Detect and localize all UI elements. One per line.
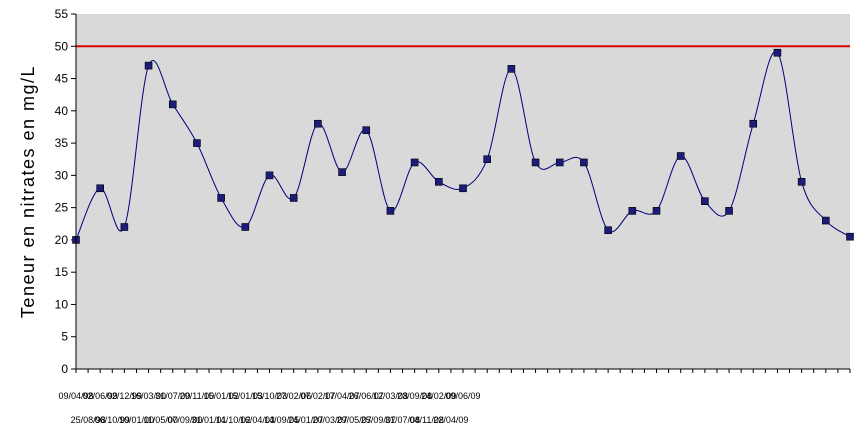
x-tick-label: 25/09/07 — [361, 415, 396, 425]
x-tick-label: 29/05/07 — [337, 415, 372, 425]
y-tick-label: 5 — [61, 330, 68, 344]
x-tick-label: 27/02/06 — [276, 391, 311, 401]
x-tick-label: 10/01/00 — [119, 415, 154, 425]
data-point-marker — [144, 61, 153, 70]
x-tick-label: 23/09/08 — [397, 391, 432, 401]
x-tick-label: 26/06/07 — [349, 391, 384, 401]
data-point-marker — [289, 194, 298, 202]
x-tick-label: 15/01/03 — [228, 391, 263, 401]
y-tick-label: 40 — [55, 104, 69, 118]
data-point-marker — [120, 223, 129, 231]
data-point-marker — [822, 216, 830, 225]
data-point-marker — [241, 223, 250, 231]
x-tick-label: 16/04/03 — [240, 415, 275, 425]
x-tick-label: 31/01/01 — [192, 415, 227, 425]
data-point-marker — [749, 119, 758, 128]
x-tick-label: 20/03/07 — [312, 415, 347, 425]
x-tick-label: 11/05/00 — [143, 415, 177, 425]
x-tick-label: 15/01/02 — [204, 391, 239, 401]
x-tick-label: 04/11/08 — [410, 415, 444, 425]
data-point-marker — [168, 100, 177, 109]
data-point-marker — [507, 65, 516, 73]
data-point-marker — [386, 207, 395, 215]
data-point-marker — [725, 207, 733, 215]
y-axis-ticks: 0 5 10 15 20 25 30 35 40 45 50 55 — [55, 7, 76, 376]
y-tick-label: 10 — [55, 297, 69, 311]
data-point-marker — [96, 184, 104, 193]
data-point-marker — [459, 184, 467, 193]
x-tick-label: 12/03/08 — [373, 391, 408, 401]
data-point-marker — [701, 197, 709, 205]
data-point-marker — [773, 48, 782, 57]
x-tick-label: 02/12/99 — [107, 391, 142, 401]
x-tick-label: 25/08/98 — [71, 415, 106, 425]
x-tick-label: 07/09/00 — [167, 415, 202, 425]
y-tick-label: 20 — [55, 233, 69, 247]
data-point-marker — [531, 158, 540, 167]
y-tick-label: 15 — [55, 265, 69, 279]
x-tick-label: 31/07/08 — [385, 415, 420, 425]
data-point-marker — [797, 178, 806, 186]
x-tick-label: 17/04/07 — [325, 391, 360, 401]
x-tick-label: 06/10/99 — [95, 415, 130, 425]
x-tick-label: 16/03/00 — [131, 391, 166, 401]
y-tick-label: 45 — [55, 72, 69, 86]
x-tick-label: 24/02/09 — [421, 391, 456, 401]
data-point-marker — [652, 207, 661, 215]
data-point-marker — [338, 168, 346, 176]
y-tick-label: 50 — [55, 39, 69, 53]
data-point-marker — [846, 232, 854, 241]
data-point-marker — [217, 194, 225, 202]
data-point-marker — [555, 158, 564, 167]
data-point-marker — [314, 119, 322, 128]
y-axis-label: Teneur en nitrates en mg/L — [18, 65, 38, 318]
x-tick-label: 29/11/00 — [180, 391, 214, 401]
y-tick-label: 35 — [55, 136, 69, 150]
data-point-marker — [410, 158, 419, 167]
y-tick-label: 0 — [61, 362, 68, 376]
x-tick-label: 02/06/99 — [83, 391, 118, 401]
y-tick-label: 30 — [55, 168, 69, 182]
series-markers — [72, 48, 854, 244]
data-point-marker — [580, 158, 588, 167]
x-tick-label: 14/09/05 — [264, 415, 299, 425]
data-point-marker — [193, 139, 201, 147]
x-tick-label: 22/04/09 — [433, 415, 468, 425]
x-tick-label: 24/01/07 — [288, 415, 323, 425]
x-tick-label: 09/04/98 — [58, 391, 93, 401]
y-tick-label: 55 — [55, 7, 69, 21]
x-tick-label: 09/06/09 — [445, 391, 480, 401]
data-point-marker — [483, 155, 491, 164]
data-point-marker — [265, 171, 274, 180]
y-tick-label: 25 — [55, 201, 69, 215]
data-point-marker — [604, 226, 612, 235]
x-tick-label: 07/02/07 — [300, 391, 335, 401]
x-tick-label: 15/10/03 — [252, 391, 287, 401]
x-tick-label: 14/10/02 — [216, 415, 251, 425]
data-point-marker — [362, 126, 371, 134]
data-point-marker — [676, 152, 685, 160]
x-axis-ticks: 09/04/98 25/08/98 02/06/99 06/10/99 02/12/99… — [58, 369, 851, 425]
data-point-marker — [435, 178, 443, 186]
x-tick-label: 31/07/00 — [155, 391, 190, 401]
data-point-marker — [628, 207, 637, 215]
